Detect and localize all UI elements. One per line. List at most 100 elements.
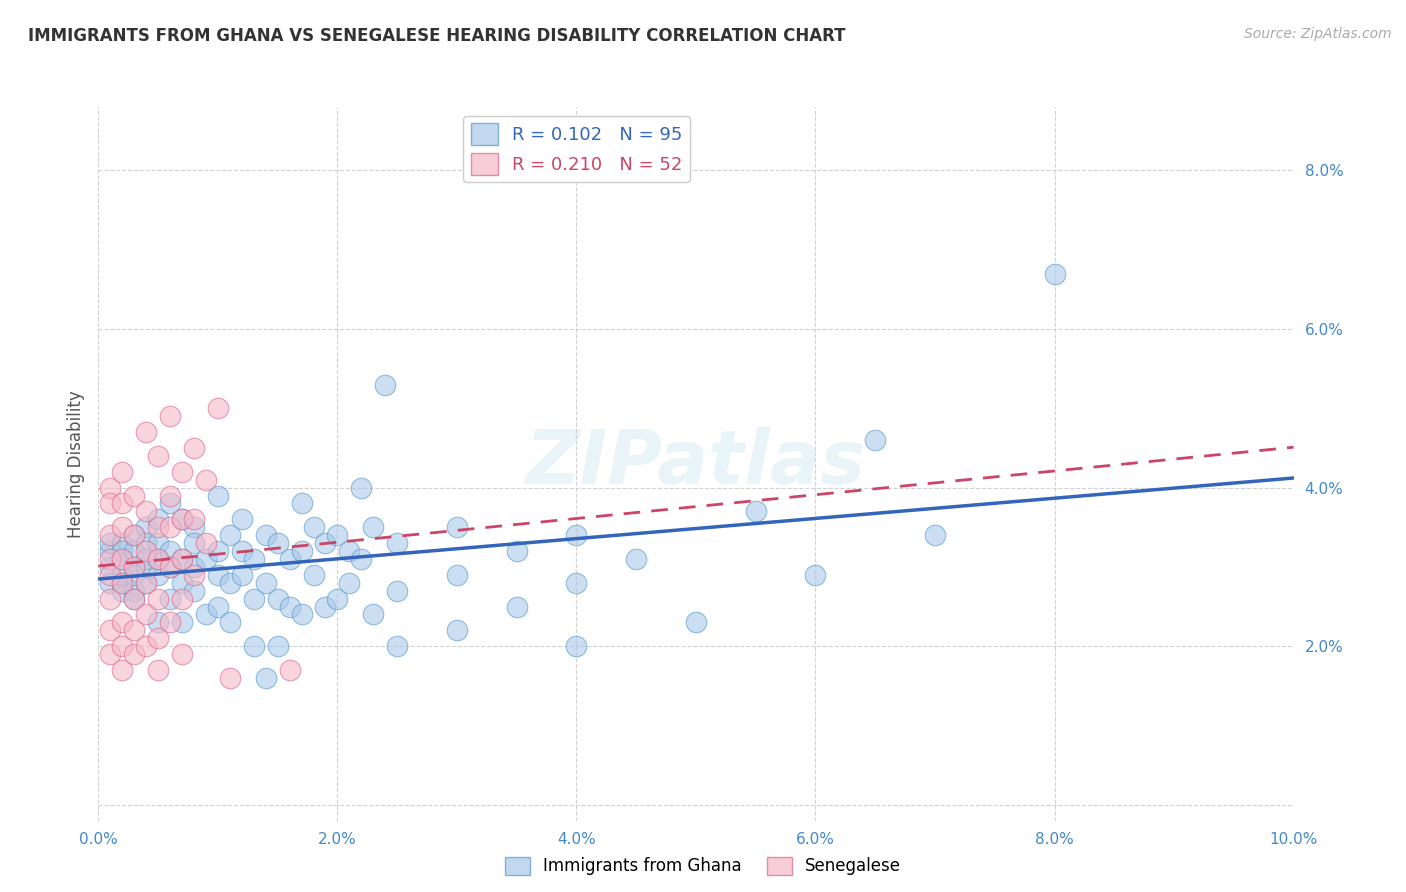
Point xyxy=(135,536,157,550)
Point xyxy=(111,583,134,598)
Point xyxy=(124,544,146,558)
Point xyxy=(124,647,146,661)
Point xyxy=(135,575,157,590)
Text: IMMIGRANTS FROM GHANA VS SENEGALESE HEARING DISABILITY CORRELATION CHART: IMMIGRANTS FROM GHANA VS SENEGALESE HEAR… xyxy=(28,27,845,45)
Point xyxy=(159,489,181,503)
Point xyxy=(98,544,122,558)
Point xyxy=(506,599,529,614)
Point xyxy=(685,615,707,630)
Point xyxy=(183,536,205,550)
Point xyxy=(446,567,468,582)
Point xyxy=(135,520,157,534)
Point xyxy=(172,465,194,479)
Point xyxy=(745,504,768,518)
Point xyxy=(194,473,218,487)
Point xyxy=(243,552,266,566)
Point xyxy=(159,615,181,630)
Point xyxy=(98,481,122,495)
Point xyxy=(278,599,301,614)
Point xyxy=(194,607,218,622)
Point xyxy=(98,552,122,566)
Point xyxy=(98,567,122,582)
Point xyxy=(207,401,229,416)
Point xyxy=(254,671,277,685)
Point xyxy=(243,591,266,606)
Point xyxy=(172,647,194,661)
Point xyxy=(363,520,385,534)
Point xyxy=(111,663,134,677)
Point xyxy=(148,615,170,630)
Point xyxy=(565,528,588,542)
Point xyxy=(315,536,337,550)
Point xyxy=(207,489,229,503)
Point xyxy=(302,567,325,582)
Point xyxy=(98,647,122,661)
Point xyxy=(219,671,242,685)
Point xyxy=(124,591,146,606)
Point xyxy=(148,512,170,526)
Point xyxy=(207,599,229,614)
Point xyxy=(865,433,887,447)
Point xyxy=(148,663,170,677)
Point xyxy=(124,489,146,503)
Point xyxy=(124,560,146,574)
Point xyxy=(267,639,290,653)
Point xyxy=(278,663,301,677)
Point xyxy=(385,639,409,653)
Point xyxy=(148,632,170,646)
Point xyxy=(148,536,170,550)
Point xyxy=(159,591,181,606)
Point xyxy=(148,449,170,463)
Point xyxy=(315,599,337,614)
Point xyxy=(111,465,134,479)
Point xyxy=(290,607,312,622)
Point xyxy=(159,560,181,574)
Point xyxy=(135,544,157,558)
Point xyxy=(278,552,301,566)
Point xyxy=(267,591,290,606)
Point xyxy=(565,575,588,590)
Point xyxy=(183,520,205,534)
Point xyxy=(172,575,194,590)
Point xyxy=(98,575,122,590)
Point xyxy=(290,544,312,558)
Point xyxy=(350,481,373,495)
Point xyxy=(231,567,253,582)
Point xyxy=(219,615,242,630)
Point xyxy=(98,528,122,542)
Point xyxy=(111,615,134,630)
Point xyxy=(804,567,827,582)
Point xyxy=(135,607,157,622)
Text: ZIPatlas: ZIPatlas xyxy=(526,427,866,500)
Point xyxy=(254,575,277,590)
Point xyxy=(207,544,229,558)
Point xyxy=(135,639,157,653)
Point xyxy=(159,520,181,534)
Point xyxy=(385,536,409,550)
Point xyxy=(135,575,157,590)
Point xyxy=(302,520,325,534)
Point xyxy=(124,591,146,606)
Point xyxy=(350,552,373,566)
Point xyxy=(124,583,146,598)
Point xyxy=(111,575,134,590)
Point xyxy=(148,520,170,534)
Point xyxy=(124,624,146,638)
Point xyxy=(231,512,253,526)
Point xyxy=(111,496,134,510)
Point xyxy=(98,591,122,606)
Point xyxy=(159,560,181,574)
Y-axis label: Hearing Disability: Hearing Disability xyxy=(66,390,84,538)
Point xyxy=(183,567,205,582)
Point xyxy=(243,639,266,653)
Point xyxy=(374,377,396,392)
Point xyxy=(172,512,194,526)
Point xyxy=(219,575,242,590)
Point xyxy=(183,583,205,598)
Point xyxy=(194,552,218,566)
Legend: Immigrants from Ghana, Senegalese: Immigrants from Ghana, Senegalese xyxy=(498,850,908,882)
Point xyxy=(98,496,122,510)
Point xyxy=(624,552,647,566)
Point xyxy=(124,567,146,582)
Point xyxy=(339,544,360,558)
